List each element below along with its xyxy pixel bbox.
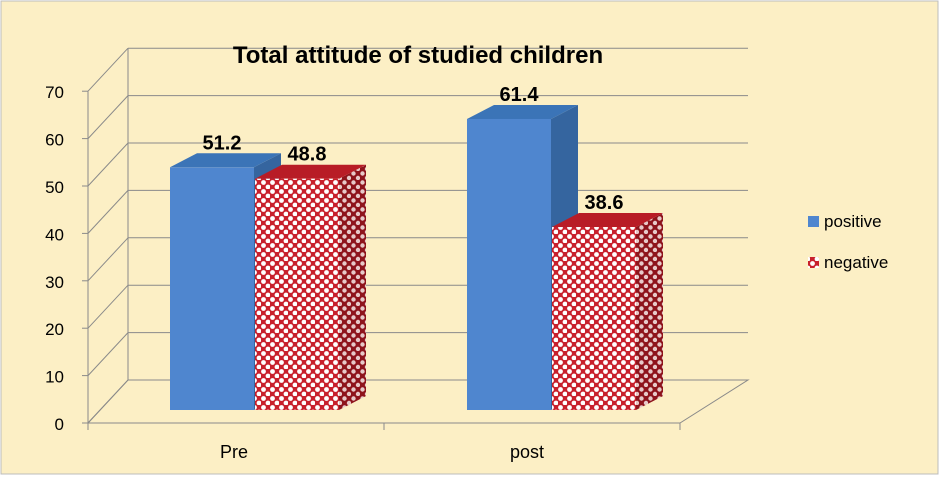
bar-negative-front bbox=[255, 178, 339, 410]
x-tick-label: Pre bbox=[220, 442, 248, 462]
legend-positive: positive bbox=[808, 212, 882, 231]
bar-negative-side bbox=[339, 164, 366, 410]
gridline-diagonal bbox=[87, 47, 129, 92]
legend-label: positive bbox=[824, 212, 882, 231]
bar-positive-front bbox=[170, 167, 254, 410]
data-label: 48.8 bbox=[288, 144, 327, 166]
legend-negative: negative bbox=[808, 253, 888, 272]
legend-label: negative bbox=[824, 253, 888, 272]
bar-negative-front bbox=[552, 227, 636, 410]
bar-negative bbox=[552, 213, 663, 410]
chart-floor bbox=[86, 379, 750, 424]
gridline-diagonal bbox=[87, 95, 129, 139]
legend-swatch bbox=[808, 216, 819, 227]
x-tick-label: post bbox=[510, 442, 544, 462]
y-tick-label: 20 bbox=[45, 320, 64, 339]
gridline-diagonal bbox=[87, 237, 129, 282]
bar-positive-top bbox=[467, 104, 578, 119]
gridline-diagonal bbox=[87, 332, 129, 376]
y-tick-label: 40 bbox=[45, 225, 64, 244]
y-tick-label: 60 bbox=[45, 131, 64, 150]
chart-title: Total attitude of studied children bbox=[233, 42, 603, 69]
bar-negative-top bbox=[552, 213, 663, 228]
data-label: 51.2 bbox=[203, 132, 242, 154]
gridline-diagonal bbox=[87, 190, 129, 234]
gridline-diagonal bbox=[87, 142, 129, 187]
legend-swatch bbox=[808, 257, 819, 268]
data-label: 61.4 bbox=[500, 84, 540, 106]
y-tick-label: 70 bbox=[45, 83, 64, 102]
bar-negative bbox=[255, 164, 366, 410]
bar-positive-front bbox=[467, 118, 551, 411]
gridline-diagonal bbox=[87, 284, 129, 329]
bar-negative-side bbox=[636, 213, 663, 410]
y-tick-label: 30 bbox=[45, 273, 64, 292]
y-tick-label: 10 bbox=[45, 368, 64, 387]
bar-negative-top bbox=[255, 164, 366, 179]
y-tick-label: 0 bbox=[55, 415, 64, 434]
data-label: 38.6 bbox=[585, 192, 624, 214]
y-tick-label: 50 bbox=[45, 178, 64, 197]
bar-positive-top bbox=[170, 153, 281, 168]
